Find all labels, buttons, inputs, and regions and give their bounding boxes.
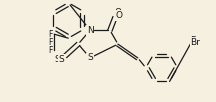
Text: S: S xyxy=(87,53,93,62)
Text: F: F xyxy=(48,38,52,47)
Text: F: F xyxy=(48,30,52,39)
Text: O: O xyxy=(114,8,121,17)
Text: Br: Br xyxy=(191,36,200,45)
Text: S: S xyxy=(58,55,64,64)
Text: F: F xyxy=(48,45,52,54)
Text: N: N xyxy=(87,26,94,35)
Text: Br: Br xyxy=(191,38,200,47)
Text: S: S xyxy=(54,55,60,64)
Text: O: O xyxy=(115,11,122,20)
